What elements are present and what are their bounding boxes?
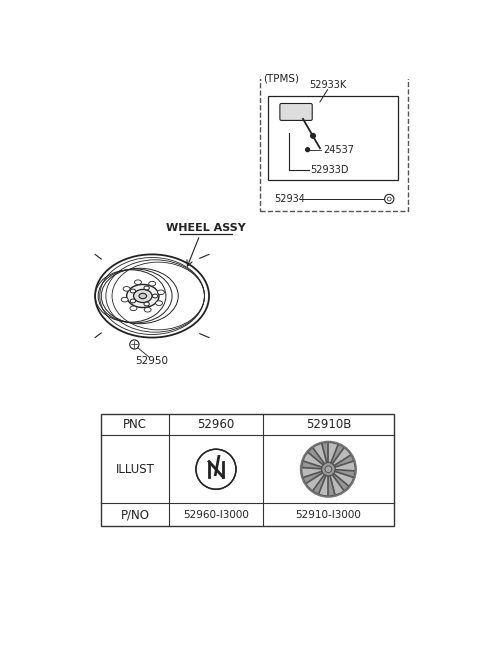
Ellipse shape bbox=[144, 286, 149, 290]
Polygon shape bbox=[335, 470, 354, 477]
Circle shape bbox=[387, 197, 391, 201]
Circle shape bbox=[325, 466, 332, 472]
Ellipse shape bbox=[156, 301, 163, 306]
Ellipse shape bbox=[130, 289, 135, 293]
Ellipse shape bbox=[144, 302, 149, 306]
Polygon shape bbox=[309, 449, 324, 464]
Ellipse shape bbox=[121, 298, 128, 302]
Text: WHEEL ASSY: WHEEL ASSY bbox=[166, 223, 246, 233]
Polygon shape bbox=[322, 443, 328, 463]
Polygon shape bbox=[313, 475, 326, 493]
Text: Ӏ: Ӏ bbox=[212, 454, 220, 482]
Text: 52950: 52950 bbox=[135, 355, 168, 366]
Ellipse shape bbox=[139, 293, 147, 299]
Bar bbox=[260, 74, 408, 212]
Ellipse shape bbox=[134, 280, 142, 284]
Text: 52960-I3000: 52960-I3000 bbox=[183, 510, 249, 520]
Text: 52910-I3000: 52910-I3000 bbox=[296, 510, 361, 520]
Text: 52933D: 52933D bbox=[311, 165, 349, 175]
Text: 52933K: 52933K bbox=[309, 80, 346, 90]
Ellipse shape bbox=[127, 284, 159, 307]
Ellipse shape bbox=[133, 290, 152, 302]
Polygon shape bbox=[304, 471, 323, 483]
Circle shape bbox=[306, 148, 310, 152]
Ellipse shape bbox=[144, 307, 151, 312]
Ellipse shape bbox=[157, 290, 165, 294]
Circle shape bbox=[311, 133, 315, 138]
Circle shape bbox=[130, 340, 139, 349]
Ellipse shape bbox=[130, 306, 137, 311]
Text: 52934: 52934 bbox=[274, 194, 305, 204]
Ellipse shape bbox=[153, 294, 158, 298]
Ellipse shape bbox=[130, 299, 135, 303]
Text: 52960: 52960 bbox=[197, 418, 235, 431]
Circle shape bbox=[196, 449, 236, 489]
Polygon shape bbox=[334, 455, 353, 467]
Ellipse shape bbox=[149, 281, 156, 286]
Text: (TPMS): (TPMS) bbox=[263, 74, 299, 84]
Bar bbox=[101, 414, 394, 526]
Text: PNC: PNC bbox=[123, 418, 147, 431]
Text: ILLUST: ILLUST bbox=[116, 463, 155, 476]
Circle shape bbox=[300, 442, 356, 497]
FancyBboxPatch shape bbox=[280, 104, 312, 120]
Text: 52910B: 52910B bbox=[306, 418, 351, 431]
Bar bbox=[267, 96, 398, 181]
Circle shape bbox=[384, 194, 394, 204]
Polygon shape bbox=[331, 445, 343, 464]
Text: 24537: 24537 bbox=[323, 145, 354, 154]
Circle shape bbox=[322, 463, 336, 476]
Polygon shape bbox=[303, 461, 322, 469]
Ellipse shape bbox=[123, 286, 130, 291]
Polygon shape bbox=[333, 474, 348, 490]
Polygon shape bbox=[328, 476, 335, 495]
Text: P/NO: P/NO bbox=[120, 508, 150, 521]
